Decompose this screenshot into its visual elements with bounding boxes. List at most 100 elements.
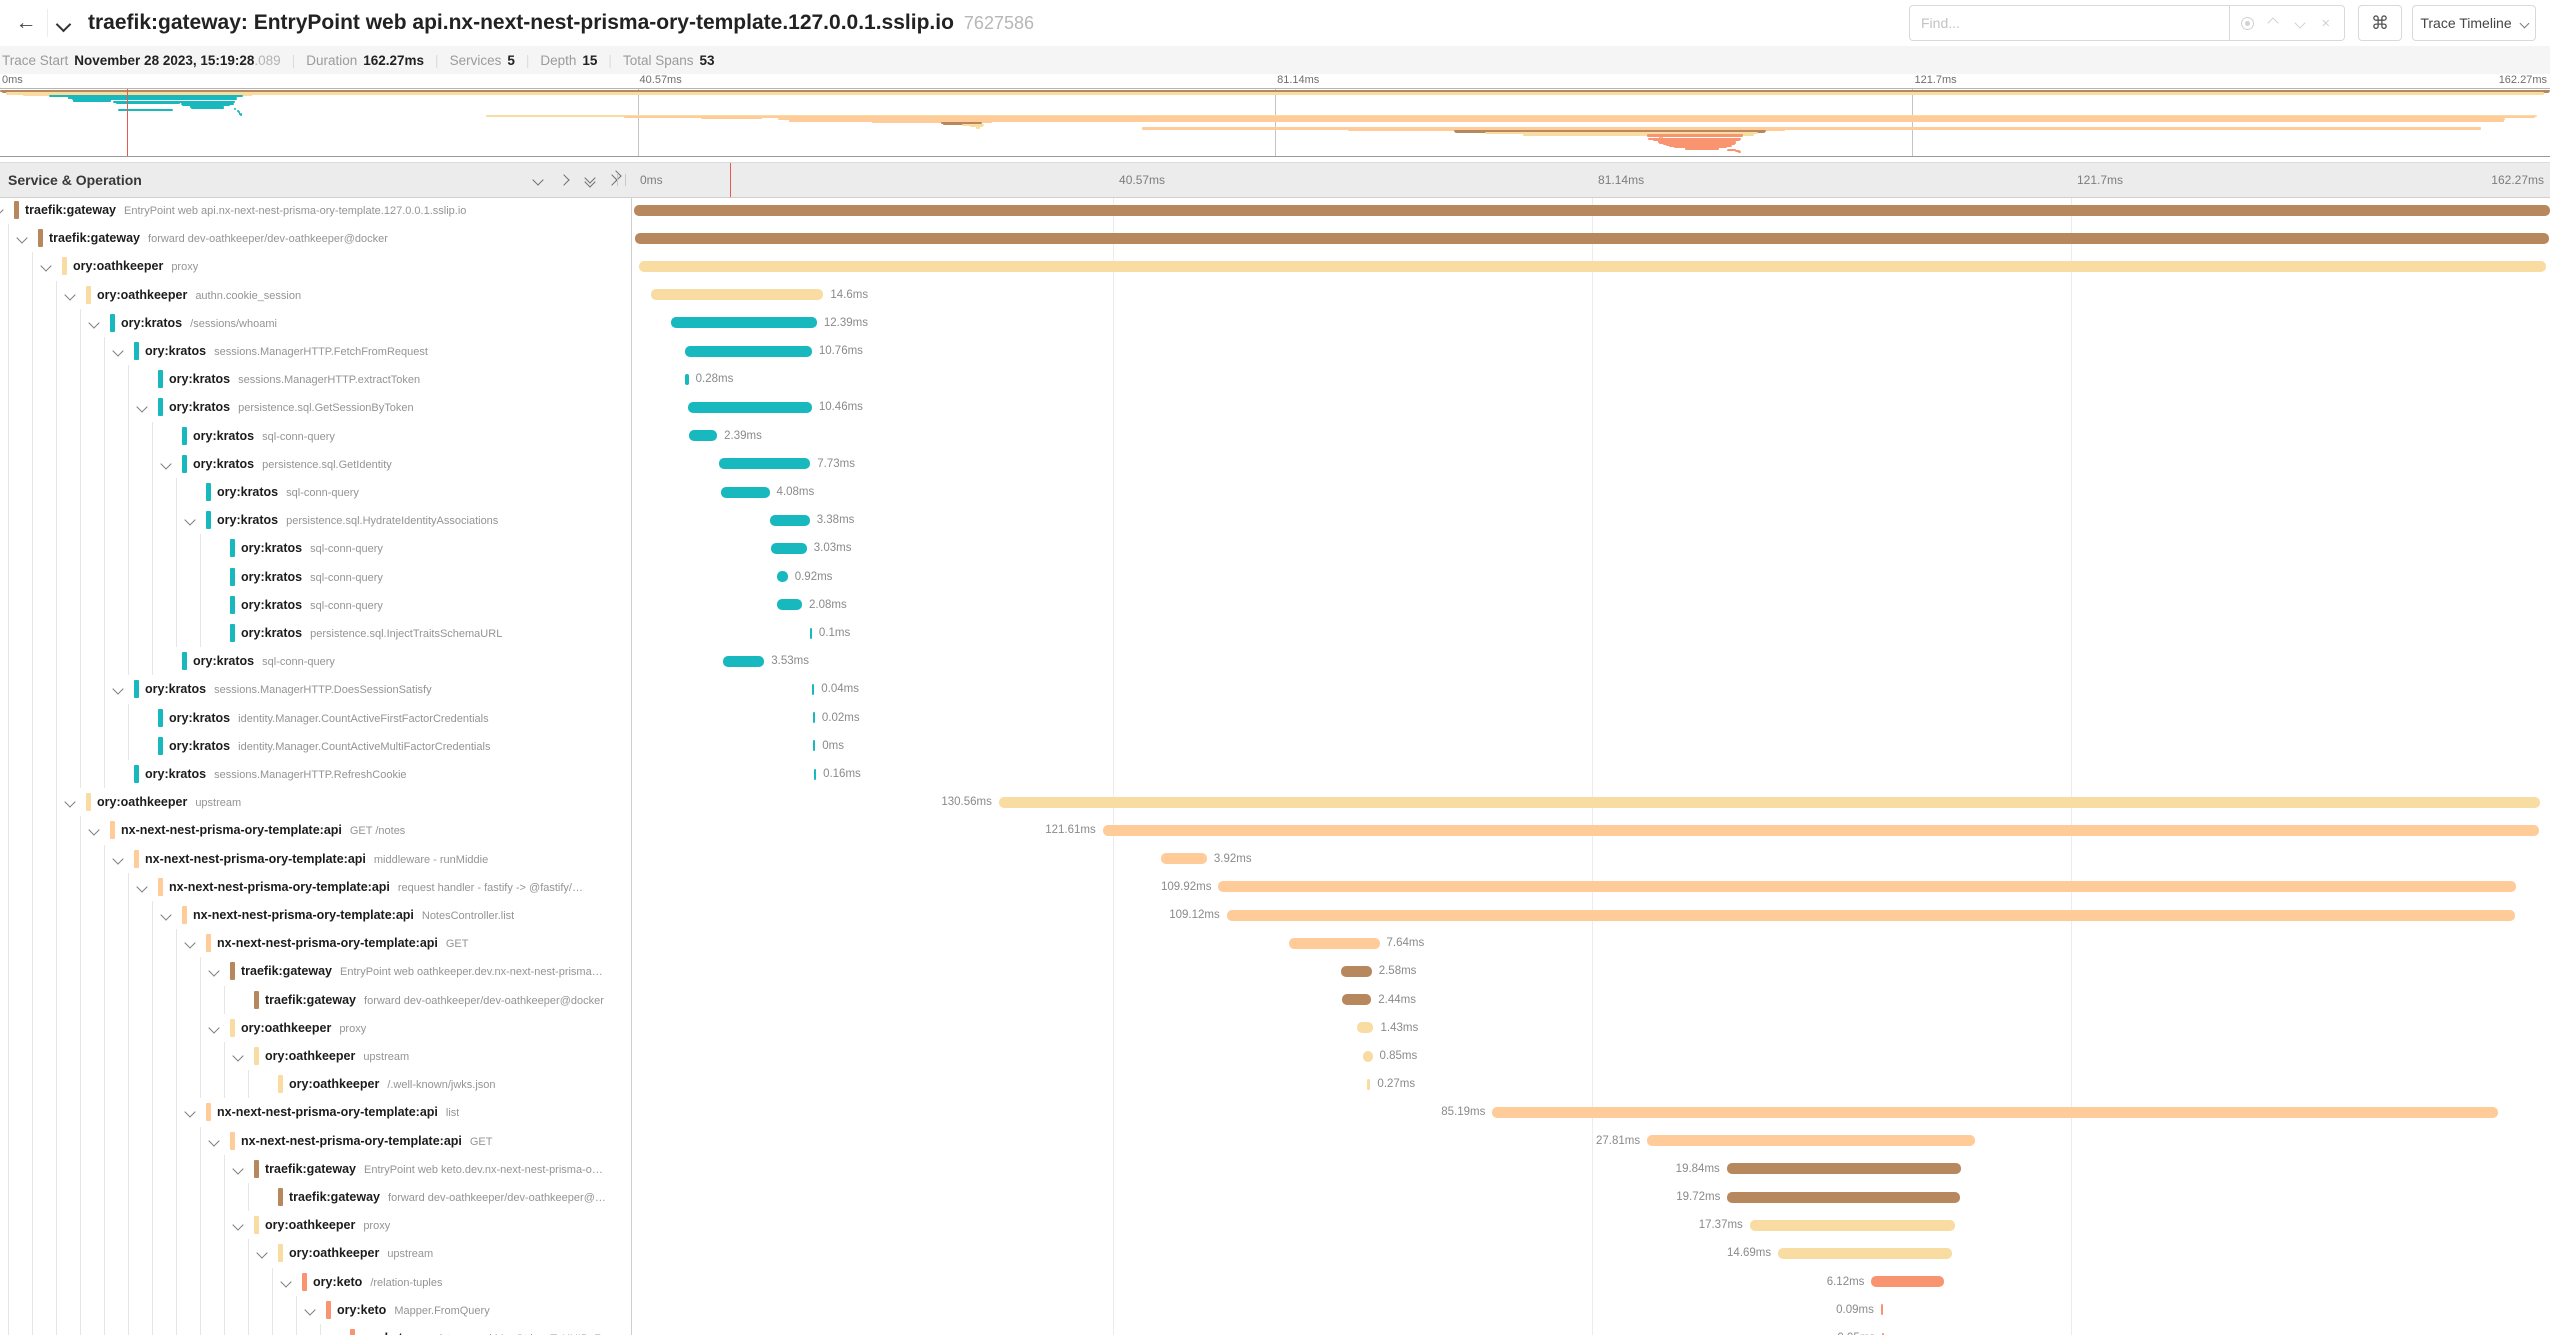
span-bar[interactable] <box>1289 937 1380 949</box>
span-bar[interactable] <box>998 796 2541 808</box>
chevron-down-icon[interactable] <box>304 1304 316 1316</box>
chevron-down-icon[interactable] <box>0 204 4 216</box>
chevron-down-icon[interactable] <box>256 1247 268 1260</box>
column-resizer[interactable] <box>631 162 632 1335</box>
span-row[interactable]: ory:kratos sql-conn-query 2.08ms <box>0 590 2550 619</box>
span-bar[interactable] <box>814 768 817 780</box>
expand-one-button[interactable] <box>554 163 574 197</box>
span-bar[interactable] <box>809 627 812 639</box>
span-row[interactable]: ory:kratos/sessions/whoami 12.39ms <box>0 308 2550 337</box>
chevron-down-icon[interactable] <box>208 1134 220 1147</box>
span-bar[interactable] <box>1102 824 2539 836</box>
back-button[interactable]: ← <box>15 11 37 34</box>
chevron-down-icon[interactable] <box>64 796 76 808</box>
chevron-down-icon[interactable] <box>208 965 220 978</box>
span-bar[interactable] <box>1356 1022 1374 1034</box>
span-bar[interactable] <box>1218 881 2517 893</box>
span-bar[interactable] <box>1492 1106 2499 1118</box>
span-bar[interactable] <box>1367 1078 1371 1090</box>
span-bar[interactable] <box>688 401 812 413</box>
span-row[interactable]: ory:kratos sql-conn-query 3.03ms <box>0 534 2550 563</box>
span-row[interactable]: ory:kratos identity.Manager.CountActiveFi… <box>0 703 2550 732</box>
span-bar[interactable] <box>1342 994 1372 1006</box>
collapse-header-icon[interactable] <box>55 16 72 33</box>
span-bar[interactable] <box>1749 1219 1955 1231</box>
span-row[interactable]: ory:kratos persistence.sql.InjectTraitsSc… <box>0 619 2550 648</box>
chevron-down-icon[interactable] <box>2292 15 2308 31</box>
span-row[interactable]: nx-next-nest-prisma-ory-template:api GET 7… <box>0 929 2550 958</box>
span-bar[interactable] <box>684 345 812 357</box>
span-bar[interactable] <box>1880 1304 1883 1316</box>
chevron-down-icon[interactable] <box>160 909 172 921</box>
view-selector-button[interactable]: Trace Timeline <box>2412 5 2536 41</box>
chevron-down-icon[interactable] <box>184 514 196 526</box>
span-bar[interactable] <box>1226 909 2516 921</box>
chevron-down-icon[interactable] <box>136 881 148 893</box>
span-bar[interactable] <box>777 599 802 611</box>
span-row[interactable]: ory:oathkeeper upstream 0.85ms <box>0 1042 2550 1071</box>
span-row[interactable]: traefik:gateway EntryPoint web keto.dev.n… <box>0 1154 2550 1183</box>
collapse-all-button[interactable] <box>580 163 600 197</box>
chevron-down-icon[interactable] <box>88 317 100 329</box>
span-row[interactable]: ory:kratos persistence.sql.HydrateIdentit… <box>0 506 2550 535</box>
span-row[interactable]: ory:kratos sessions.ManagerHTTP.DoesSessi… <box>0 675 2550 704</box>
span-row[interactable]: traefik:gateway EntryPoint web api.nx-nex… <box>0 196 2550 224</box>
span-bar[interactable] <box>776 571 788 583</box>
span-row[interactable]: nx-next-nest-prisma-ory-template:api requ… <box>0 872 2550 901</box>
span-row[interactable]: traefik:gateway forward dev-oathkeeper/de… <box>0 224 2550 253</box>
chevron-down-icon[interactable] <box>40 260 52 273</box>
span-bar[interactable] <box>719 458 811 470</box>
span-row[interactable]: ory:oathkeeper proxy 1.43ms <box>0 1013 2550 1042</box>
keyboard-shortcuts-button[interactable]: ⌘ <box>2358 5 2402 41</box>
span-bar[interactable] <box>1341 965 1372 977</box>
span-bar[interactable] <box>770 542 807 554</box>
span-bar[interactable] <box>685 373 689 385</box>
span-row[interactable]: ory:keto/relation-tuples 6.12ms <box>0 1267 2550 1296</box>
column-grip[interactable] <box>617 174 626 186</box>
chevron-down-icon[interactable] <box>88 824 100 837</box>
chevron-down-icon[interactable] <box>232 1050 244 1062</box>
span-bar[interactable] <box>721 486 770 498</box>
chevron-down-icon[interactable] <box>64 288 76 301</box>
span-row[interactable]: ory:kratos identity.Manager.CountActiveMu… <box>0 731 2550 760</box>
chevron-down-icon[interactable] <box>232 1163 244 1175</box>
span-bar[interactable] <box>1362 1050 1373 1062</box>
span-row[interactable]: traefik:gateway EntryPoint web oathkeeper… <box>0 957 2550 986</box>
chevron-down-icon[interactable] <box>280 1275 292 1288</box>
span-row[interactable]: ory:oathkeeper proxy 17.37ms <box>0 1211 2550 1240</box>
span-bar[interactable] <box>812 683 815 695</box>
span-row[interactable]: nx-next-nest-prisma-ory-template:api GET 2… <box>0 1126 2550 1155</box>
span-row[interactable]: ory:kratos sql-conn-query 2.39ms <box>0 421 2550 450</box>
span-row[interactable]: nx-next-nest-prisma-ory-template:api midd… <box>0 844 2550 873</box>
span-bar[interactable] <box>722 655 765 667</box>
span-bar[interactable] <box>638 260 2546 272</box>
span-bar[interactable] <box>1727 1191 1961 1203</box>
close-icon[interactable]: × <box>2321 14 2331 32</box>
span-row[interactable]: ory:oathkeeper upstream 14.69ms <box>0 1239 2550 1268</box>
find-input[interactable] <box>1909 5 2230 41</box>
span-row[interactable]: ory:kratos sql-conn-query 3.53ms <box>0 647 2550 676</box>
span-bar[interactable] <box>634 204 2550 216</box>
span-row[interactable]: nx-next-nest-prisma-ory-template:api GET … <box>0 816 2550 845</box>
span-bar[interactable] <box>670 317 817 329</box>
span-bar[interactable] <box>1160 853 1207 865</box>
chevron-down-icon[interactable] <box>184 1106 196 1119</box>
chevron-down-icon[interactable] <box>208 1022 220 1034</box>
span-bar[interactable] <box>1871 1276 1944 1288</box>
locate-icon[interactable] <box>2239 15 2255 31</box>
span-bar[interactable] <box>1726 1163 1962 1175</box>
chevron-up-icon[interactable] <box>2265 15 2281 31</box>
span-bar[interactable] <box>1882 1332 1885 1335</box>
chevron-down-icon[interactable] <box>136 401 148 414</box>
span-row[interactable]: ory:oathkeeper /.well-known/jwks.json 0.27… <box>0 1070 2550 1099</box>
span-bar[interactable] <box>688 430 718 442</box>
span-row[interactable]: ory:oathkeeper authn.cookie_session 14.6ms <box>0 280 2550 309</box>
span-row[interactable]: ory:oathkeeper proxy <box>0 252 2550 281</box>
span-row[interactable]: nx-next-nest-prisma-ory-template:api Note… <box>0 901 2550 930</box>
span-row[interactable]: ory:kratos sessions.ManagerHTTP.FetchFrom… <box>0 337 2550 366</box>
span-row[interactable]: ory:kratos sessions.ManagerHTTP.RefreshCo… <box>0 760 2550 789</box>
span-bar[interactable] <box>1778 1247 1952 1259</box>
chevron-down-icon[interactable] <box>112 852 124 865</box>
span-bar[interactable] <box>635 232 2550 244</box>
chevron-down-icon[interactable] <box>112 683 124 696</box>
